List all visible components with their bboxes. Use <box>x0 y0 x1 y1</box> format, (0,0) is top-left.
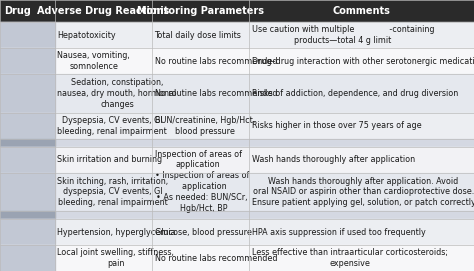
Bar <box>0 139 474 147</box>
Text: Drug: Drug <box>4 6 31 16</box>
Bar <box>0 74 474 113</box>
Bar <box>0 219 55 245</box>
Text: Dyspepsia, CV events, GI
bleeding, renal impairment: Dyspepsia, CV events, GI bleeding, renal… <box>57 116 167 136</box>
Text: Local joint swelling, stiffness,
pain: Local joint swelling, stiffness, pain <box>57 248 174 268</box>
Text: Nausea, vomiting,
somnolence: Nausea, vomiting, somnolence <box>57 51 130 71</box>
Bar <box>0 48 55 74</box>
Bar <box>0 173 474 211</box>
Bar <box>0 113 474 139</box>
Text: • Inspection of areas of
  application
• As needed: BUN/SCr,
  Hgb/Hct, BP: • Inspection of areas of application • A… <box>155 171 249 212</box>
Text: Skin irritation and burning: Skin irritation and burning <box>57 155 163 164</box>
Text: Wash hands thoroughly after application. Avoid
oral NSAID or aspirin other than : Wash hands thoroughly after application.… <box>252 177 474 207</box>
Text: HPA axis suppression if used too frequently: HPA axis suppression if used too frequen… <box>252 228 426 237</box>
Bar <box>0 219 474 245</box>
Text: Hepatotoxicity: Hepatotoxicity <box>57 31 116 40</box>
Bar <box>0 139 55 147</box>
Bar <box>0 211 474 219</box>
Text: Adverse Drug Reactions: Adverse Drug Reactions <box>37 6 169 16</box>
Text: Wash hands thoroughly after application: Wash hands thoroughly after application <box>252 155 415 164</box>
Text: Total daily dose limits: Total daily dose limits <box>155 31 241 40</box>
Bar <box>0 173 55 211</box>
Bar <box>0 245 474 271</box>
Text: Use caution with multiple              -containing
products—total 4 g limit: Use caution with multiple -containing pr… <box>252 25 434 45</box>
Text: Glucose, blood pressure: Glucose, blood pressure <box>155 228 251 237</box>
Text: BUN/creatinine, Hgb/Hct,
blood pressure: BUN/creatinine, Hgb/Hct, blood pressure <box>155 116 255 136</box>
Bar <box>0 48 474 74</box>
Text: Skin itching, rash, irritation,
dyspepsia, CV events, GI
bleeding, renal impairm: Skin itching, rash, irritation, dyspepsi… <box>57 177 168 207</box>
Bar <box>0 22 474 48</box>
Text: Comments: Comments <box>332 6 391 16</box>
Bar <box>0 74 55 113</box>
Text: No routine labs recommended: No routine labs recommended <box>155 89 277 98</box>
Bar <box>0 22 55 48</box>
Bar <box>0 147 474 173</box>
Text: Hypertension, hyperglycemia: Hypertension, hyperglycemia <box>57 228 176 237</box>
Text: Monitoring Parameters: Monitoring Parameters <box>137 6 264 16</box>
Bar <box>0 113 55 139</box>
Bar <box>0 245 55 271</box>
Text: Less effective than intraarticular corticosteroids;
expensive: Less effective than intraarticular corti… <box>252 248 448 268</box>
Bar <box>0 147 55 173</box>
Text: Risks higher in those over 75 years of age: Risks higher in those over 75 years of a… <box>252 121 421 130</box>
Text: Risks of addiction, dependence, and drug diversion: Risks of addiction, dependence, and drug… <box>252 89 458 98</box>
Bar <box>0 0 474 22</box>
Bar <box>0 211 55 219</box>
Text: No routine labs recommended: No routine labs recommended <box>155 254 277 263</box>
Text: Sedation, constipation,
nausea, dry mouth, hormonal
changes: Sedation, constipation, nausea, dry mout… <box>57 78 177 109</box>
Text: Inspection of areas of
application: Inspection of areas of application <box>155 150 242 169</box>
Text: Drug–drug interaction with other serotonergic medications: Drug–drug interaction with other seroton… <box>252 57 474 66</box>
Text: No routine labs recommended: No routine labs recommended <box>155 57 277 66</box>
